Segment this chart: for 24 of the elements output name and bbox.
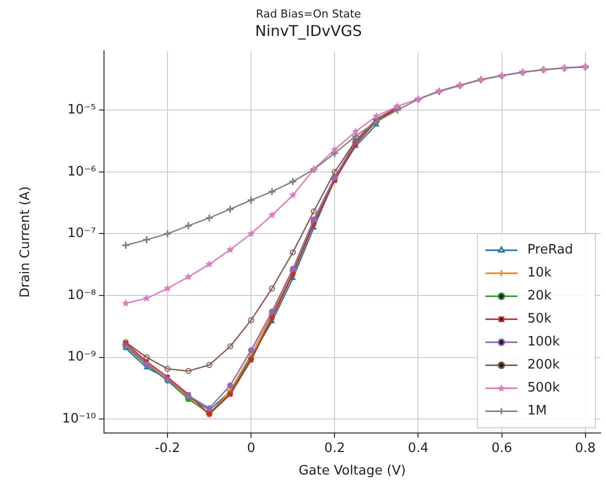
legend-label: 200k [527, 358, 560, 373]
y-tick-label: 10⁻⁷ [67, 226, 96, 242]
y-tick-label: 10⁻⁵ [67, 102, 96, 118]
x-tick-label: 0.8 [575, 440, 596, 456]
legend-label: 1M [527, 404, 547, 419]
x-tick-label: 0.2 [324, 440, 345, 456]
x-tick-label: 0 [246, 440, 256, 456]
chart-subtitle: Rad Bias=On State [256, 7, 362, 20]
legend-label: 500k [527, 380, 560, 396]
y-tick-label: 10⁻⁸ [67, 288, 96, 303]
legend-label: 100k [527, 334, 560, 350]
chart-title: NinvT_IDvVGS [255, 22, 362, 40]
y-tick-label: 10⁻⁹ [67, 350, 96, 365]
y-tick-label: 10⁻¹⁰ [62, 411, 96, 426]
y-tick-label: 10⁻⁶ [67, 164, 96, 180]
legend-label: PreRad [527, 242, 574, 258]
x-tick-label: -0.2 [154, 440, 180, 456]
legend-label: 50k [527, 312, 552, 327]
legend-label: 10k [527, 266, 552, 281]
x-tick-label: 0.6 [491, 440, 512, 456]
legend-label: 20k [527, 288, 552, 304]
x-tick-label: 0.4 [408, 440, 429, 456]
y-axis-title: Drain Current (A) [18, 186, 34, 298]
x-axis-title: Gate Voltage (V) [298, 464, 406, 479]
